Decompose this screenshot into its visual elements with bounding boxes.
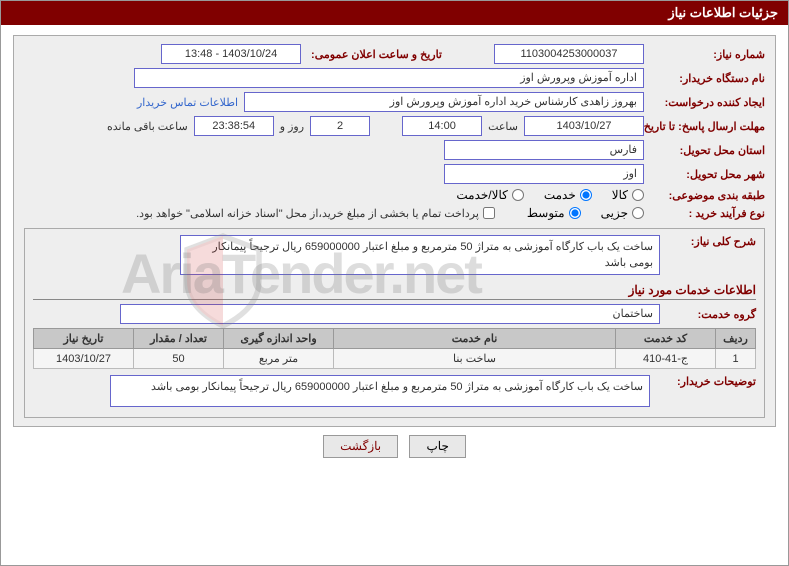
cat-goods-radio[interactable]: کالا — [612, 188, 644, 202]
remaining-text: ساعت باقی مانده — [107, 120, 188, 133]
requester-label: ایجاد کننده درخواست: — [650, 96, 765, 109]
main-form-panel: شماره نیاز: 1103004253000037 تاریخ و ساع… — [13, 35, 776, 427]
td-row: 1 — [716, 349, 756, 369]
page-title: جزئیات اطلاعات نیاز — [668, 5, 778, 20]
proc-medium-radio[interactable]: متوسط — [527, 206, 581, 220]
th-qty: تعداد / مقدار — [134, 329, 224, 349]
services-table: ردیف کد خدمت نام خدمت واحد اندازه گیری ت… — [33, 328, 756, 369]
proc-medium-text: متوسط — [527, 206, 565, 220]
category-label: طبقه بندی موضوعی: — [650, 189, 765, 202]
th-unit: واحد اندازه گیری — [224, 329, 334, 349]
deadline-label: مهلت ارسال پاسخ: تا تاریخ: — [650, 120, 765, 133]
th-code: کد خدمت — [616, 329, 716, 349]
requester-field: بهروز زاهدی کارشناس خرید اداره آموزش وپر… — [244, 92, 644, 112]
cat-both-radio[interactable]: کالا/خدمت — [456, 188, 523, 202]
td-date: 1403/10/27 — [34, 349, 134, 369]
process-label: نوع فرآیند خرید : — [650, 207, 765, 220]
services-title: اطلاعات خدمات مورد نیاز — [33, 283, 756, 300]
proc-minor-text: جزیی — [601, 206, 628, 220]
cat-service-input[interactable] — [580, 189, 592, 201]
td-unit: متر مربع — [224, 349, 334, 369]
cat-goods-text: کالا — [612, 188, 628, 202]
cat-both-input[interactable] — [512, 189, 524, 201]
td-name: ساخت بنا — [334, 349, 616, 369]
city-label: شهر محل تحویل: — [650, 168, 765, 181]
province-field: فارس — [444, 140, 644, 160]
days-and-text: روز و — [280, 120, 304, 133]
deadline-date-field: 1403/10/27 — [524, 116, 644, 136]
time-remaining-field: 23:38:54 — [194, 116, 274, 136]
th-date: تاریخ نیاز — [34, 329, 134, 349]
need-number-field: 1103004253000037 — [494, 44, 644, 64]
province-label: استان محل تحویل: — [650, 144, 765, 157]
buyer-org-label: نام دستگاه خریدار: — [650, 72, 765, 85]
proc-minor-radio[interactable]: جزیی — [601, 206, 644, 220]
deadline-time-field: 14:00 — [402, 116, 482, 136]
back-button[interactable]: بازگشت — [323, 435, 398, 458]
time-label: ساعت — [488, 120, 518, 133]
cat-both-text: کالا/خدمت — [456, 188, 507, 202]
need-number-label: شماره نیاز: — [650, 48, 765, 61]
city-field: اوز — [444, 164, 644, 184]
announce-field: 1403/10/24 - 13:48 — [161, 44, 301, 64]
summary-field: ساخت یک باب کارگاه آموزشی به متراژ 50 مت… — [180, 235, 660, 275]
contact-link[interactable]: اطلاعات تماس خریدار — [137, 96, 238, 109]
group-label: گروه خدمت: — [666, 308, 756, 321]
table-row: 1 ج-41-410 ساخت بنا متر مربع 50 1403/10/… — [34, 349, 756, 369]
buyer-notes-field: ساخت یک باب کارگاه آموزشی به متراژ 50 مت… — [110, 375, 650, 407]
payment-checkbox[interactable] — [483, 207, 495, 219]
td-code: ج-41-410 — [616, 349, 716, 369]
cat-service-text: خدمت — [544, 188, 576, 202]
days-remaining-field: 2 — [310, 116, 370, 136]
payment-note: پرداخت تمام یا بخشی از مبلغ خرید،از محل … — [136, 207, 479, 220]
cat-service-radio[interactable]: خدمت — [544, 188, 592, 202]
button-row: چاپ بازگشت — [13, 435, 776, 458]
page-header: جزئیات اطلاعات نیاز — [1, 1, 788, 25]
cat-goods-input[interactable] — [632, 189, 644, 201]
proc-medium-input[interactable] — [569, 207, 581, 219]
th-name: نام خدمت — [334, 329, 616, 349]
td-qty: 50 — [134, 349, 224, 369]
th-row: ردیف — [716, 329, 756, 349]
proc-minor-input[interactable] — [632, 207, 644, 219]
buyer-org-field: اداره آموزش وپرورش اوز — [134, 68, 644, 88]
buyer-notes-label: توضیحات خریدار: — [656, 375, 756, 388]
payment-checkbox-item[interactable]: پرداخت تمام یا بخشی از مبلغ خرید،از محل … — [136, 207, 495, 220]
details-panel: شرح کلی نیاز: ساخت یک باب کارگاه آموزشی … — [24, 228, 765, 418]
announce-label: تاریخ و ساعت اعلان عمومی: — [307, 48, 442, 61]
print-button[interactable]: چاپ — [409, 435, 465, 458]
group-field: ساختمان — [120, 304, 660, 324]
summary-label: شرح کلی نیاز: — [666, 235, 756, 248]
